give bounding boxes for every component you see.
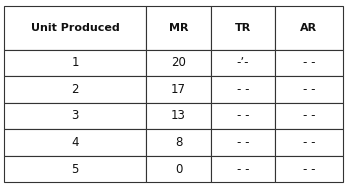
Text: - -: - -	[303, 136, 315, 149]
Text: - -: - -	[303, 56, 315, 69]
Bar	[146, 50, 211, 76]
Text: 20: 20	[171, 56, 186, 69]
Bar	[4, 129, 146, 156]
Bar	[146, 6, 211, 50]
Bar	[146, 129, 211, 156]
Text: Unit Produced: Unit Produced	[31, 23, 120, 33]
Bar	[4, 50, 146, 76]
Text: - -: - -	[237, 136, 249, 149]
Bar	[4, 156, 146, 182]
Bar	[211, 50, 275, 76]
Bar	[4, 76, 146, 103]
Text: 1: 1	[71, 56, 79, 69]
Text: 8: 8	[175, 136, 182, 149]
Text: 2: 2	[71, 83, 79, 96]
Bar	[275, 50, 343, 76]
Text: 3: 3	[71, 109, 79, 122]
Text: 4: 4	[71, 136, 79, 149]
Bar	[275, 6, 343, 50]
Text: 17: 17	[171, 83, 186, 96]
Bar	[211, 6, 275, 50]
Text: - -: - -	[303, 83, 315, 96]
Text: AR: AR	[301, 23, 318, 33]
Bar	[275, 156, 343, 182]
Bar	[4, 103, 146, 129]
Text: 5: 5	[71, 163, 79, 176]
Text: -ʼ-: -ʼ-	[237, 56, 249, 69]
Text: - -: - -	[303, 163, 315, 176]
Text: - -: - -	[237, 83, 249, 96]
Bar	[211, 156, 275, 182]
Bar	[275, 76, 343, 103]
Bar	[211, 103, 275, 129]
Bar	[146, 76, 211, 103]
Text: TR: TR	[235, 23, 251, 33]
Text: - -: - -	[237, 163, 249, 176]
Text: - -: - -	[303, 109, 315, 122]
Text: 0: 0	[175, 163, 182, 176]
Bar	[4, 6, 146, 50]
Text: 13: 13	[171, 109, 186, 122]
Text: - -: - -	[237, 109, 249, 122]
Bar	[211, 76, 275, 103]
Bar	[275, 103, 343, 129]
Bar	[146, 103, 211, 129]
Bar	[275, 129, 343, 156]
Bar	[211, 129, 275, 156]
Bar	[146, 156, 211, 182]
Text: MR: MR	[169, 23, 188, 33]
